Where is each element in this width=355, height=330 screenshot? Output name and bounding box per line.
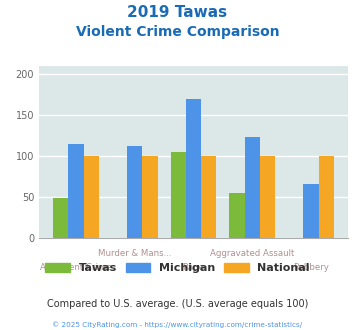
Bar <box>201 156 217 238</box>
Bar <box>69 144 84 238</box>
Bar <box>127 146 142 238</box>
Bar <box>84 156 99 238</box>
Text: Rape: Rape <box>182 263 204 272</box>
Bar <box>318 156 334 238</box>
Text: Compared to U.S. average. (U.S. average equals 100): Compared to U.S. average. (U.S. average … <box>47 299 308 309</box>
Text: Aggravated Assault: Aggravated Assault <box>210 249 294 258</box>
Bar <box>53 198 69 238</box>
Bar <box>245 137 260 238</box>
Text: Murder & Mans...: Murder & Mans... <box>98 249 171 258</box>
Bar <box>229 193 245 238</box>
Bar <box>186 99 201 238</box>
Text: 2019 Tawas: 2019 Tawas <box>127 5 228 20</box>
Text: © 2025 CityRating.com - https://www.cityrating.com/crime-statistics/: © 2025 CityRating.com - https://www.city… <box>53 322 302 328</box>
Text: Robbery: Robbery <box>293 263 329 272</box>
Legend: Tawas, Michigan, National: Tawas, Michigan, National <box>45 263 310 273</box>
Bar <box>303 184 318 238</box>
Text: Violent Crime Comparison: Violent Crime Comparison <box>76 25 279 39</box>
Bar <box>170 152 186 238</box>
Bar <box>260 156 275 238</box>
Text: All Violent Crime: All Violent Crime <box>40 263 112 272</box>
Bar <box>142 156 158 238</box>
